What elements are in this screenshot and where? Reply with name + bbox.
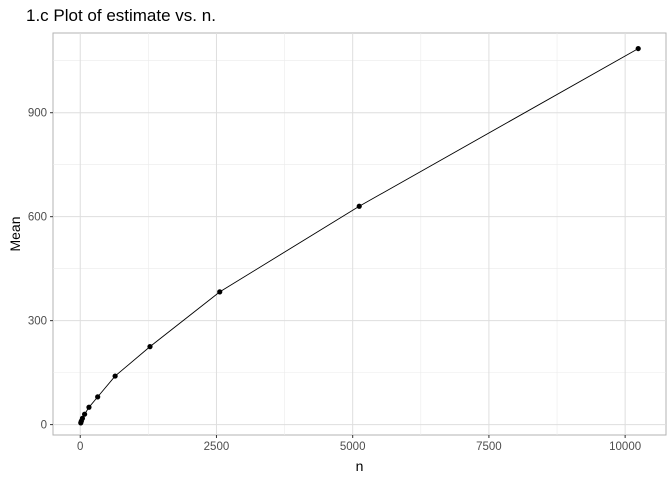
- x-tick-label: 0: [77, 441, 83, 453]
- plot-panel: [52, 32, 667, 436]
- y-axis-title: Mean: [7, 216, 23, 251]
- grid-major: [53, 33, 666, 435]
- y-tick-label: 300: [28, 316, 47, 328]
- x-axis-title: n: [356, 458, 364, 474]
- data-point: [112, 373, 118, 379]
- y-tick-label: 600: [28, 212, 47, 224]
- data-point: [147, 344, 153, 350]
- series-group: [78, 45, 641, 426]
- x-tick-label: 7500: [476, 441, 502, 453]
- data-point: [635, 45, 641, 52]
- x-tick-label: 10000: [609, 441, 641, 453]
- axis-ticks: 0 2500 5000 7500 10000 0 300 600 900: [28, 108, 641, 453]
- y-tick-label: 900: [28, 108, 47, 120]
- x-tick-label: 2500: [204, 441, 230, 453]
- data-point: [82, 411, 88, 417]
- data-point: [356, 203, 362, 209]
- data-point: [95, 394, 101, 400]
- grid-minor: [53, 33, 666, 435]
- x-tick-label: 5000: [340, 441, 366, 453]
- data-point: [79, 415, 86, 421]
- data-point: [217, 289, 223, 295]
- y-tick-label: 0: [41, 420, 47, 432]
- chart-title: 1.c Plot of estimate vs. n.: [26, 6, 216, 25]
- data-point: [86, 404, 92, 410]
